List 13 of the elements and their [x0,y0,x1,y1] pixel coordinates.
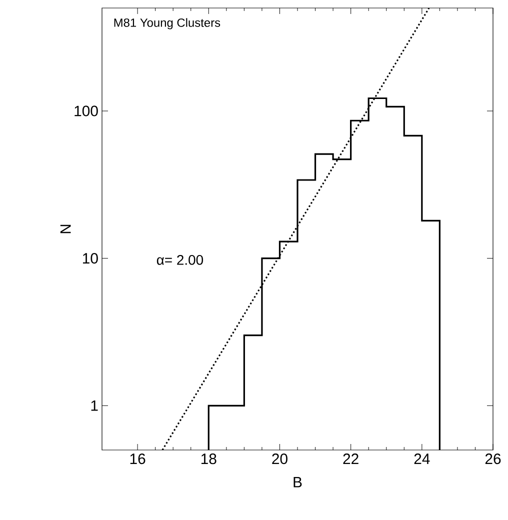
x-tick-label: 20 [272,454,288,464]
y-tick-label: 100 [74,106,98,116]
x-tick-label: 16 [130,454,146,464]
y-axis-title: N [60,224,71,234]
x-tick-label: 26 [485,454,501,464]
x-axis-title: B [294,476,302,488]
y-tick-label: 10 [83,253,98,264]
x-tick-label: 18 [201,454,216,464]
annotation: α= 2.00 [156,254,204,265]
text: M81 Young Clusters [114,18,220,30]
x-tick-label: 22 [343,454,358,464]
y-tick-label: 1 [91,400,98,411]
x-tick-label: 24 [414,454,430,464]
